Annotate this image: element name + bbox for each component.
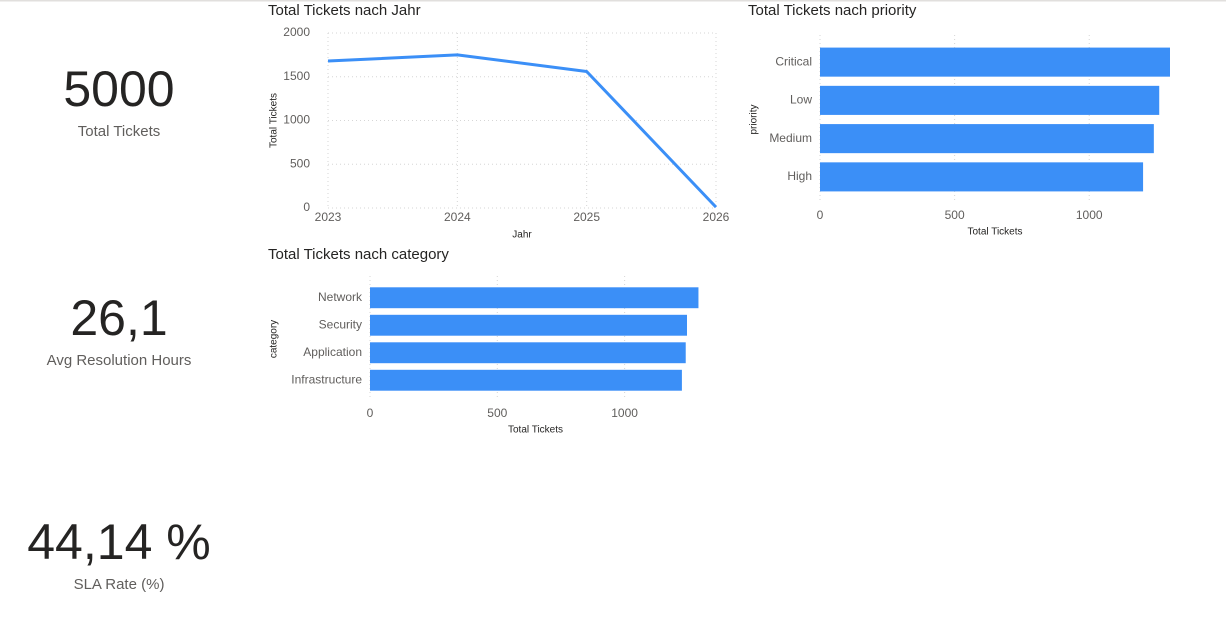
line-series xyxy=(327,53,718,209)
y-tick-label: High xyxy=(787,169,812,183)
bar xyxy=(370,342,686,364)
y-axis-title: category xyxy=(269,320,280,358)
x-tick-label: 1000 xyxy=(611,406,638,420)
card-value: 26,1 xyxy=(70,290,167,346)
y-tick-label: 1500 xyxy=(283,69,310,83)
bar xyxy=(820,47,1170,77)
bar xyxy=(820,124,1154,154)
y-tick-label: Low xyxy=(790,93,812,107)
x-axis-title: Total Tickets xyxy=(508,425,563,436)
y-tick-label: Critical xyxy=(775,54,812,68)
y-tick-label: Infrastructure xyxy=(291,372,362,386)
card-value: 5000 xyxy=(63,61,174,117)
bar xyxy=(370,314,687,336)
x-axis-title: Jahr xyxy=(512,230,532,241)
x-tick-label: 2025 xyxy=(573,210,600,224)
chart-title: Total Tickets nach Jahr xyxy=(268,2,421,19)
card-label: Avg Resolution Hours xyxy=(47,352,192,369)
chart-title: Total Tickets nach category xyxy=(268,246,449,263)
card-value: 44,14 % xyxy=(27,514,210,570)
y-tick-label: 0 xyxy=(303,200,310,214)
x-tick-label: 0 xyxy=(817,208,824,222)
x-tick-label: 1000 xyxy=(1076,208,1103,222)
bar xyxy=(820,162,1144,192)
y-tick-label: 1000 xyxy=(283,113,310,127)
bar xyxy=(370,287,699,309)
y-tick-label: Network xyxy=(318,290,363,304)
card-label: SLA Rate (%) xyxy=(74,576,165,593)
x-tick-label: 500 xyxy=(945,208,965,222)
y-tick-label: 2000 xyxy=(283,25,310,39)
y-tick-label: Security xyxy=(319,317,362,331)
x-tick-label: 2026 xyxy=(703,210,730,224)
card-label: Total Tickets xyxy=(78,123,161,140)
bar xyxy=(370,369,682,391)
y-tick-label: Medium xyxy=(769,131,812,145)
x-tick-label: 2024 xyxy=(444,210,471,224)
y-axis-title: priority xyxy=(749,104,760,134)
y-axis-title: Total Tickets xyxy=(269,93,280,148)
chart-title: Total Tickets nach priority xyxy=(748,2,917,19)
y-tick-label: Application xyxy=(303,345,362,359)
x-tick-label: 2023 xyxy=(315,210,342,224)
y-tick-label: 500 xyxy=(290,156,310,170)
x-tick-label: 500 xyxy=(487,406,507,420)
x-axis-title: Total Tickets xyxy=(967,227,1022,238)
bar xyxy=(820,85,1160,115)
x-tick-label: 0 xyxy=(367,406,374,420)
